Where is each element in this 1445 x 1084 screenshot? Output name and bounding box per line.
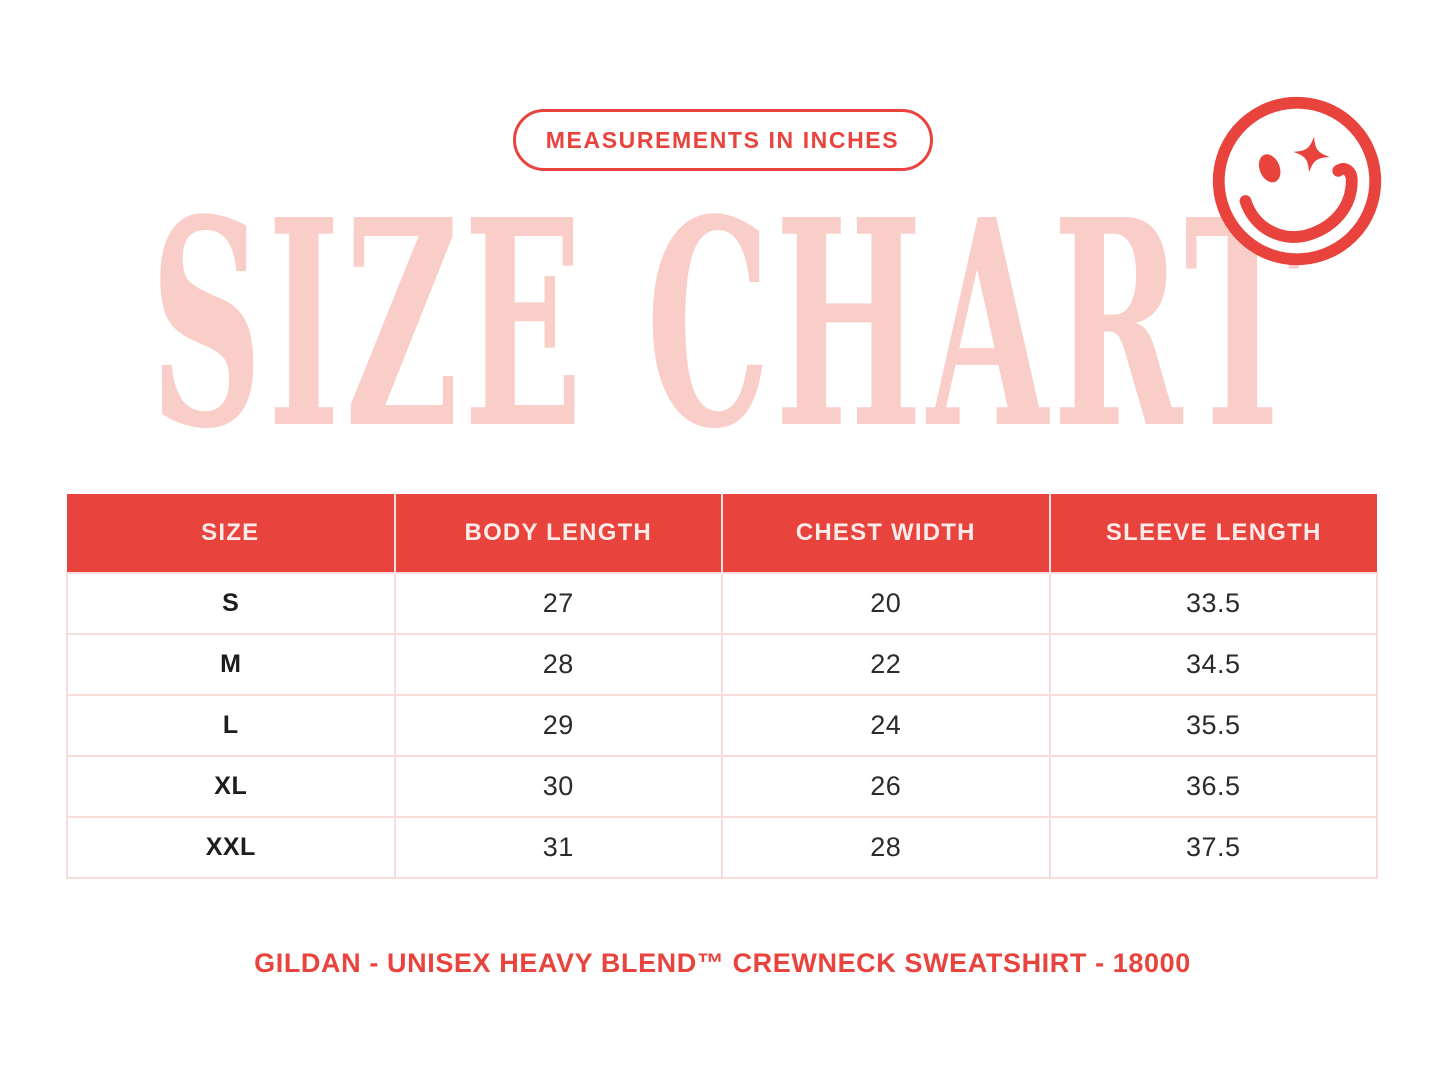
col-header-sleeve-length: SLEEVE LENGTH — [1049, 494, 1377, 573]
measurements-badge-label: MEASUREMENTS IN INCHES — [545, 126, 900, 153]
cell-size: M — [66, 633, 396, 696]
size-table-header: SIZE BODY LENGTH CHEST WIDTH SLEEVE LENG… — [67, 494, 1377, 573]
cell-body-length: 28 — [393, 633, 723, 696]
measurements-badge: MEASUREMENTS IN INCHES — [512, 109, 933, 171]
cell-body-length: 29 — [393, 694, 723, 757]
col-header-chest-width: CHEST WIDTH — [722, 494, 1051, 573]
cell-chest-width: 22 — [721, 633, 1051, 696]
cell-sleeve-length: 34.5 — [1048, 633, 1378, 696]
table-row-s: S 27 20 33.5 — [66, 572, 1378, 635]
col-header-body-length: BODY LENGTH — [394, 494, 723, 573]
cell-sleeve-length: 35.5 — [1048, 694, 1378, 757]
cell-sleeve-length: 36.5 — [1048, 755, 1378, 818]
winking-smiley-icon — [1203, 90, 1391, 272]
smile-mouth — [1239, 162, 1358, 243]
col-header-size: SIZE — [67, 494, 396, 573]
cell-chest-width: 20 — [721, 572, 1051, 635]
cell-size: L — [66, 694, 396, 757]
page-title: SIZE CHART — [150, 158, 1306, 493]
cell-body-length: 30 — [393, 755, 723, 818]
cell-body-length: 27 — [393, 572, 723, 635]
cell-chest-width: 24 — [721, 694, 1051, 757]
header-row: SIZE BODY LENGTH CHEST WIDTH SLEEVE LENG… — [67, 494, 1377, 573]
sparkle-eye — [1293, 136, 1330, 173]
table-row-xxl: XXL 31 28 37.5 — [66, 816, 1378, 879]
cell-sleeve-length: 33.5 — [1048, 572, 1378, 635]
cell-chest-width: 26 — [721, 755, 1051, 818]
cell-size: XXL — [66, 816, 396, 879]
cell-size: S — [66, 572, 396, 635]
cell-sleeve-length: 37.5 — [1048, 816, 1378, 879]
table-row-l: L 29 24 35.5 — [66, 694, 1378, 757]
table-row-xl: XL 30 26 36.5 — [66, 755, 1378, 818]
cell-body-length: 31 — [393, 816, 723, 879]
size-table: SIZE BODY LENGTH CHEST WIDTH SLEEVE LENG… — [66, 494, 1378, 879]
table-row-m: M 28 22 34.5 — [66, 633, 1378, 696]
size-table-body: S 27 20 33.5 M 28 22 34.5 L 29 24 35.5 X… — [66, 572, 1378, 879]
cell-chest-width: 28 — [721, 816, 1051, 879]
product-name: GILDAN - UNISEX HEAVY BLEND™ CREWNECK SW… — [254, 948, 1191, 978]
cell-size: XL — [66, 755, 396, 818]
